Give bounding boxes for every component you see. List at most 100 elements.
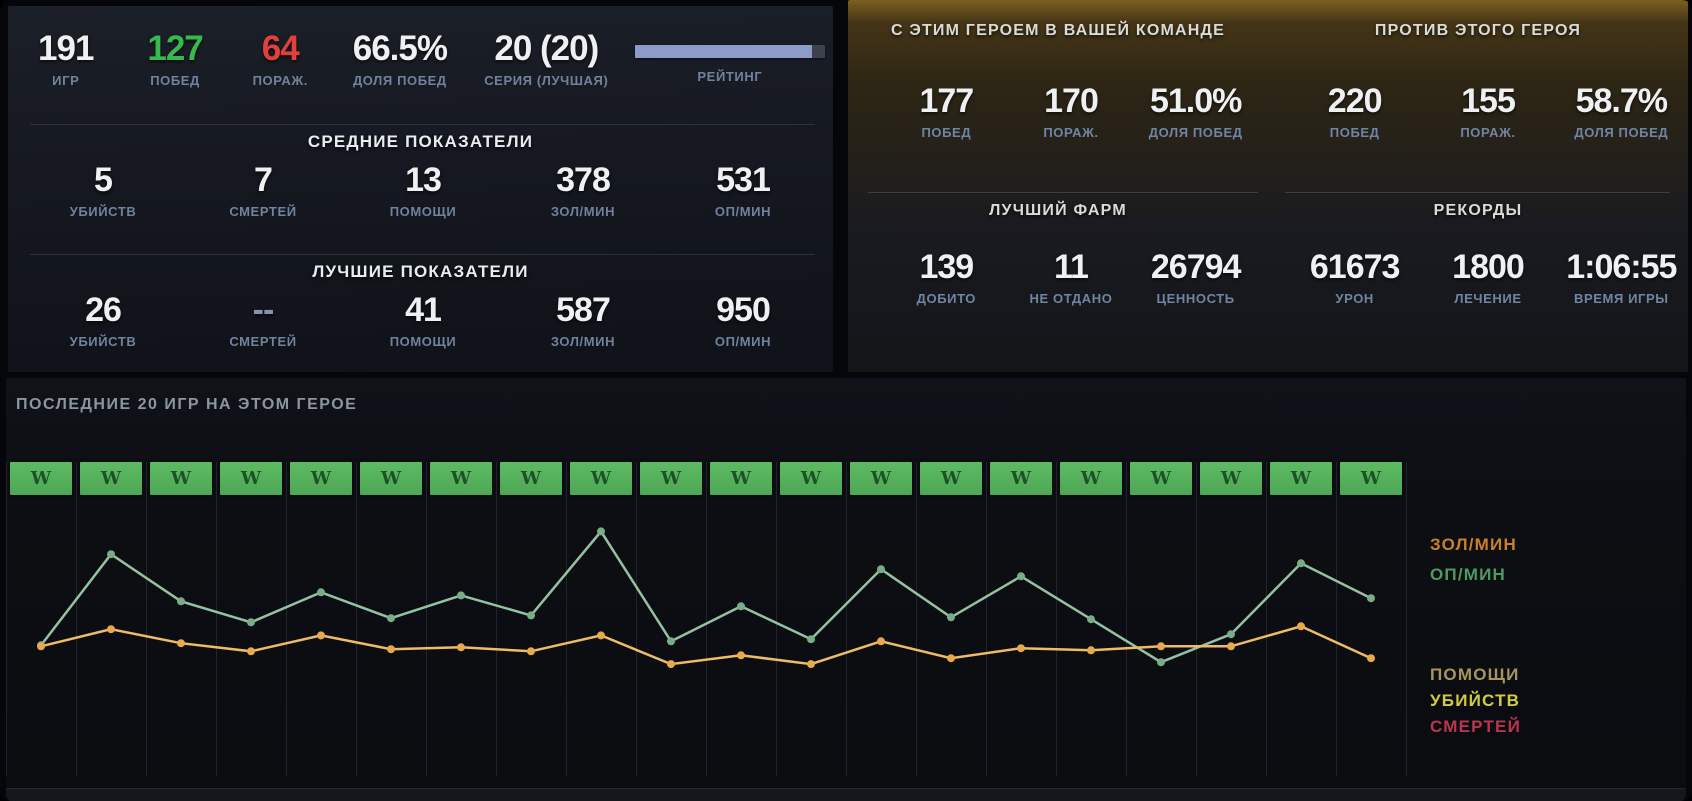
average-stats-row: 5 УБИЙСТВ 7 СМЕРТЕЙ 13 ПОМОЩИ 378 ЗОЛ/МИ… bbox=[23, 161, 833, 219]
stat-streak: 20 (20) СЕРИЯ (ЛУЧШАЯ) bbox=[466, 29, 627, 89]
match-result-box[interactable]: W bbox=[1270, 462, 1332, 495]
matchup-stats-row: 177 ПОБЕД 170 ПОРАЖ. 51.0% ДОЛЯ ПОБЕД 22… bbox=[848, 82, 1688, 140]
gpm-data-point[interactable] bbox=[1017, 644, 1025, 653]
gpm-data-point[interactable] bbox=[667, 660, 675, 669]
match-result-box[interactable]: W bbox=[500, 462, 562, 495]
xpm-data-point[interactable] bbox=[317, 588, 325, 597]
match-result-box[interactable]: W bbox=[1340, 462, 1402, 495]
xpm-data-point[interactable] bbox=[107, 550, 115, 559]
stat-game-time: 1:06:55 ВРЕМЯ ИГРЫ bbox=[1555, 248, 1688, 306]
stat-label: УБИЙСТВ bbox=[69, 204, 137, 219]
xpm-data-point[interactable] bbox=[947, 613, 955, 622]
gpm-data-point[interactable] bbox=[807, 660, 815, 669]
gpm-data-point[interactable] bbox=[527, 647, 535, 656]
gpm-data-point[interactable] bbox=[107, 625, 115, 634]
stat-value: 155 bbox=[1461, 82, 1516, 120]
stat-losses: 64 ПОРАЖ. bbox=[227, 30, 334, 89]
gpm-data-point[interactable] bbox=[1157, 642, 1165, 651]
match-result-box[interactable]: W bbox=[570, 462, 632, 495]
match-result-box[interactable]: W bbox=[850, 462, 912, 495]
matchup-headers: С ЭТИМ ГЕРОЕМ В ВАШЕЙ КОМАНДЕ ПРОТИВ ЭТО… bbox=[848, 22, 1688, 40]
match-result-box[interactable]: W bbox=[220, 462, 282, 495]
stat-label: УРОН bbox=[1335, 291, 1374, 306]
stat-label: ДОБИТО bbox=[916, 291, 977, 306]
match-result-box[interactable]: W bbox=[990, 462, 1052, 495]
xpm-data-point[interactable] bbox=[597, 527, 605, 536]
stat-games: 191 ИГР bbox=[8, 29, 124, 89]
match-result-box[interactable]: W bbox=[780, 462, 842, 495]
stat-value: 20 (20) bbox=[494, 29, 599, 68]
gpm-data-point[interactable] bbox=[1367, 654, 1375, 663]
stat-avg-assists: 13 ПОМОЩИ bbox=[343, 161, 503, 219]
rating-progress-bar bbox=[634, 45, 825, 58]
match-result-box[interactable]: W bbox=[150, 462, 212, 495]
stat-label: СМЕРТЕЙ bbox=[229, 334, 297, 349]
farm-records-headers: ЛУЧШИЙ ФАРМ РЕКОРДЫ bbox=[848, 202, 1688, 220]
xpm-data-point[interactable] bbox=[177, 597, 185, 606]
match-result-box[interactable]: W bbox=[10, 462, 72, 495]
xpm-data-point[interactable] bbox=[1017, 572, 1025, 581]
gpm-data-point[interactable] bbox=[387, 645, 395, 654]
chart-gridline bbox=[1126, 462, 1127, 776]
gpm-data-point[interactable] bbox=[457, 643, 465, 652]
gpm-data-point[interactable] bbox=[1087, 646, 1095, 655]
xpm-data-point[interactable] bbox=[1087, 615, 1095, 624]
chart-gridline bbox=[1056, 462, 1057, 776]
stat-value: 13 bbox=[405, 161, 442, 199]
xpm-data-point[interactable] bbox=[877, 565, 885, 574]
with-hero-stats: 177 ПОБЕД 170 ПОРАЖ. 51.0% ДОЛЯ ПОБЕД bbox=[848, 82, 1268, 140]
stat-label: ПОБЕД bbox=[1329, 125, 1380, 140]
gpm-data-point[interactable] bbox=[1297, 622, 1305, 631]
farm-records-row: 139 ДОБИТО 11 НЕ ОТДАНО 26794 ЦЕННОСТЬ 6… bbox=[848, 248, 1688, 306]
chart-gridline bbox=[916, 462, 917, 776]
gpm-data-point[interactable] bbox=[877, 637, 885, 646]
chart-gridline bbox=[1266, 462, 1267, 776]
match-result-box[interactable]: W bbox=[640, 462, 702, 495]
legend-item: ОП/МИН bbox=[1430, 565, 1507, 584]
gpm-data-point[interactable] bbox=[37, 642, 45, 651]
match-result-box[interactable]: W bbox=[710, 462, 772, 495]
xpm-data-point[interactable] bbox=[247, 618, 255, 627]
xpm-data-point[interactable] bbox=[1157, 658, 1165, 667]
gpm-data-point[interactable] bbox=[317, 631, 325, 640]
match-result-box[interactable]: W bbox=[1200, 462, 1262, 495]
xpm-data-point[interactable] bbox=[1367, 594, 1375, 603]
match-result-box[interactable]: W bbox=[1060, 462, 1122, 495]
stat-label: ЗОЛ/МИН bbox=[550, 204, 616, 219]
gpm-line bbox=[40, 624, 1372, 666]
gpm-data-point[interactable] bbox=[597, 631, 605, 640]
match-result-box[interactable]: W bbox=[290, 462, 352, 495]
match-result-box[interactable]: W bbox=[80, 462, 142, 495]
averages-section-title: СРЕДНИЕ ПОКАЗАТЕЛИ bbox=[307, 132, 534, 151]
stat-label: ПОРАЖ. bbox=[1043, 125, 1099, 140]
gpm-data-point[interactable] bbox=[1227, 642, 1235, 651]
match-result-box[interactable]: W bbox=[1130, 462, 1192, 495]
xpm-data-point[interactable] bbox=[1227, 630, 1235, 639]
gpm-data-point[interactable] bbox=[247, 647, 255, 656]
match-result-box[interactable]: W bbox=[430, 462, 492, 495]
match-result-box[interactable]: W bbox=[360, 462, 422, 495]
xpm-data-point[interactable] bbox=[807, 635, 815, 644]
stat-label: ДОЛЯ ПОБЕД bbox=[352, 73, 447, 88]
xpm-data-point[interactable] bbox=[457, 591, 465, 600]
chart-gridline bbox=[1406, 462, 1407, 776]
chart-gridline bbox=[146, 462, 147, 776]
xpm-data-point[interactable] bbox=[527, 611, 535, 620]
stat-label: ЛЕЧЕНИЕ bbox=[1454, 291, 1522, 306]
stat-with-winrate: 51.0% ДОЛЯ ПОБЕД bbox=[1133, 82, 1258, 140]
stat-label: УБИЙСТВ bbox=[69, 334, 137, 349]
gpm-data-point[interactable] bbox=[737, 651, 745, 660]
xpm-data-point[interactable] bbox=[1297, 559, 1305, 568]
gpm-data-point[interactable] bbox=[177, 639, 185, 648]
xpm-data-point[interactable] bbox=[667, 637, 675, 646]
stat-wins: 127 ПОБЕД bbox=[124, 30, 227, 89]
chart-gridline bbox=[1336, 462, 1337, 776]
xpm-data-point[interactable] bbox=[737, 602, 745, 611]
section-divider bbox=[1285, 192, 1670, 193]
stat-last-hits: 139 ДОБИТО bbox=[884, 248, 1009, 306]
xpm-data-point[interactable] bbox=[387, 614, 395, 623]
stat-value: 191 bbox=[38, 29, 94, 68]
match-result-box[interactable]: W bbox=[920, 462, 982, 495]
gpm-data-point[interactable] bbox=[947, 654, 955, 663]
best-farm-title: ЛУЧШИЙ ФАРМ bbox=[989, 202, 1127, 219]
